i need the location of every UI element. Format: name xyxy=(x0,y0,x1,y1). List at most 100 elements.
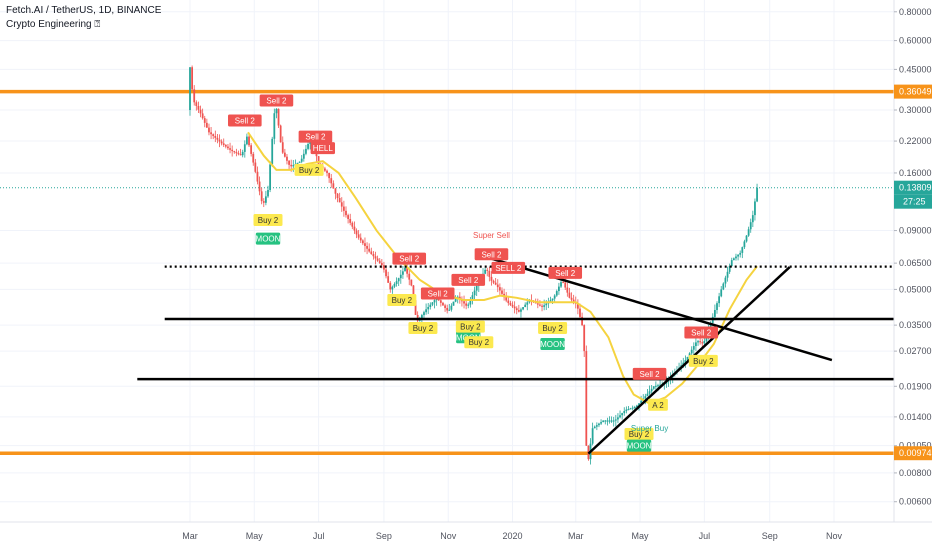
candle-body xyxy=(224,144,227,147)
time-tick-label: May xyxy=(246,531,264,541)
candle-body xyxy=(617,417,619,420)
candle-body xyxy=(631,407,634,409)
price-tick-label: 0.05000 xyxy=(899,284,932,294)
candle-body xyxy=(507,300,510,304)
time-tick-label: Nov xyxy=(826,531,843,541)
candle-body xyxy=(258,181,261,192)
candle-body xyxy=(549,300,552,302)
candle-body xyxy=(657,385,659,387)
candle-body xyxy=(644,396,647,399)
candle-body xyxy=(273,113,276,139)
candle-body xyxy=(606,420,609,422)
candle-body xyxy=(376,258,379,261)
candle-body xyxy=(262,201,265,203)
candle-body xyxy=(298,161,301,163)
time-tick-label: Jul xyxy=(699,531,711,541)
indicator-name[interactable]: Crypto Engineering ⍰ xyxy=(6,19,101,30)
candle-body xyxy=(520,309,522,312)
descending-trendline[interactable] xyxy=(491,257,833,362)
candle-body xyxy=(334,188,337,194)
candle-body xyxy=(292,165,295,167)
price-tick-label: 0.60000 xyxy=(899,36,932,46)
signal-label-sell xyxy=(474,248,509,261)
candle-body xyxy=(296,162,299,165)
candle-body xyxy=(695,342,697,347)
signal-text-moon: MOON xyxy=(627,442,652,451)
candle-body xyxy=(248,136,250,146)
candle-body xyxy=(697,341,699,343)
candle-body xyxy=(227,146,229,149)
candle-body xyxy=(423,312,425,316)
candle-body xyxy=(414,300,417,315)
candle-body xyxy=(203,118,206,123)
candle-body xyxy=(389,282,392,290)
candle-body xyxy=(406,267,409,274)
candle-body xyxy=(583,325,586,352)
candle-body xyxy=(237,153,240,155)
signal-text-sell: HELL xyxy=(313,144,334,153)
signal-label-sell xyxy=(259,94,294,107)
price-axis[interactable]: 0.80000 0.60000 0.45000 0.30000 0.22000 0.160… xyxy=(893,0,932,522)
candle-body xyxy=(684,360,687,363)
candle-body xyxy=(610,420,613,422)
candle-body xyxy=(652,386,655,389)
candle-body xyxy=(534,302,537,304)
price-tick-label: 0.01050 xyxy=(899,441,932,451)
signal-text-super-buy: Super Buy xyxy=(631,424,668,433)
candle-body xyxy=(340,202,343,207)
symbol-title[interactable]: Fetch.AI / TetherUS, 1D, BINANCE xyxy=(6,5,162,16)
candle-body xyxy=(541,305,543,307)
signal-text-sell: Sell 2 xyxy=(305,133,326,142)
candle-body xyxy=(536,303,539,305)
candle-body xyxy=(338,198,341,203)
candle-body xyxy=(701,342,704,344)
candle-body xyxy=(600,422,602,424)
candle-body xyxy=(739,252,742,255)
candle-body xyxy=(448,309,451,311)
candle-body xyxy=(433,300,436,303)
price-tick-label: 0.01400 xyxy=(899,412,932,422)
candle-body xyxy=(732,258,735,261)
price-tag xyxy=(894,446,932,461)
signal-label-sell xyxy=(491,261,526,274)
candle-body xyxy=(659,384,661,386)
candle-body xyxy=(425,309,427,313)
candle-body xyxy=(566,287,569,293)
candle-body xyxy=(720,289,723,297)
signal-label-sell xyxy=(548,266,583,279)
candle-body xyxy=(682,362,685,366)
candle-body xyxy=(271,138,274,165)
candle-body xyxy=(638,403,640,406)
candle-body xyxy=(208,127,210,133)
candle-body xyxy=(243,144,246,152)
signal-label-sell xyxy=(684,326,718,339)
candle-body xyxy=(490,276,493,281)
signal-text-buy: Buy 2 xyxy=(693,357,714,366)
candle-body xyxy=(756,187,758,202)
signal-text-moon: MOON xyxy=(256,235,281,244)
signal-label-moon xyxy=(626,439,652,452)
price-tag xyxy=(894,180,932,195)
candle-body xyxy=(330,178,333,184)
candle-body xyxy=(621,413,624,416)
candle-body xyxy=(275,108,278,114)
candle-body xyxy=(636,405,638,408)
candle-body xyxy=(608,420,611,422)
candle-body xyxy=(724,277,727,284)
signal-labels: Sell 2 Sell 2 Sell 2 HELL Buy 2 Buy 2 MOON Sell… xyxy=(228,94,718,452)
time-tick-label: Mar xyxy=(568,531,584,541)
candle-body xyxy=(231,149,234,152)
price-tick-label: 0.22000 xyxy=(899,136,932,146)
candle-body xyxy=(754,201,756,216)
signal-text-sell: Sell 2 xyxy=(640,370,661,379)
candle-body xyxy=(458,296,461,299)
trendlines[interactable] xyxy=(137,257,899,455)
time-axis[interactable]: Mar May Jul Sep Nov 2020 Mar May Jul Sep Nov xyxy=(0,521,932,550)
candle-body xyxy=(545,303,548,306)
candle-body xyxy=(355,230,358,235)
candle-body xyxy=(241,151,244,156)
moving-average-line xyxy=(247,131,758,405)
signal-text-buy: Buy 2 xyxy=(460,323,481,332)
candle-body xyxy=(581,316,583,326)
